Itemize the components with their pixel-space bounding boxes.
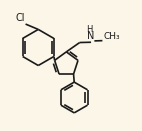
Text: CH₃: CH₃ <box>103 32 120 41</box>
Text: H: H <box>86 25 93 34</box>
Text: Cl: Cl <box>15 13 25 23</box>
Text: N: N <box>87 31 95 41</box>
